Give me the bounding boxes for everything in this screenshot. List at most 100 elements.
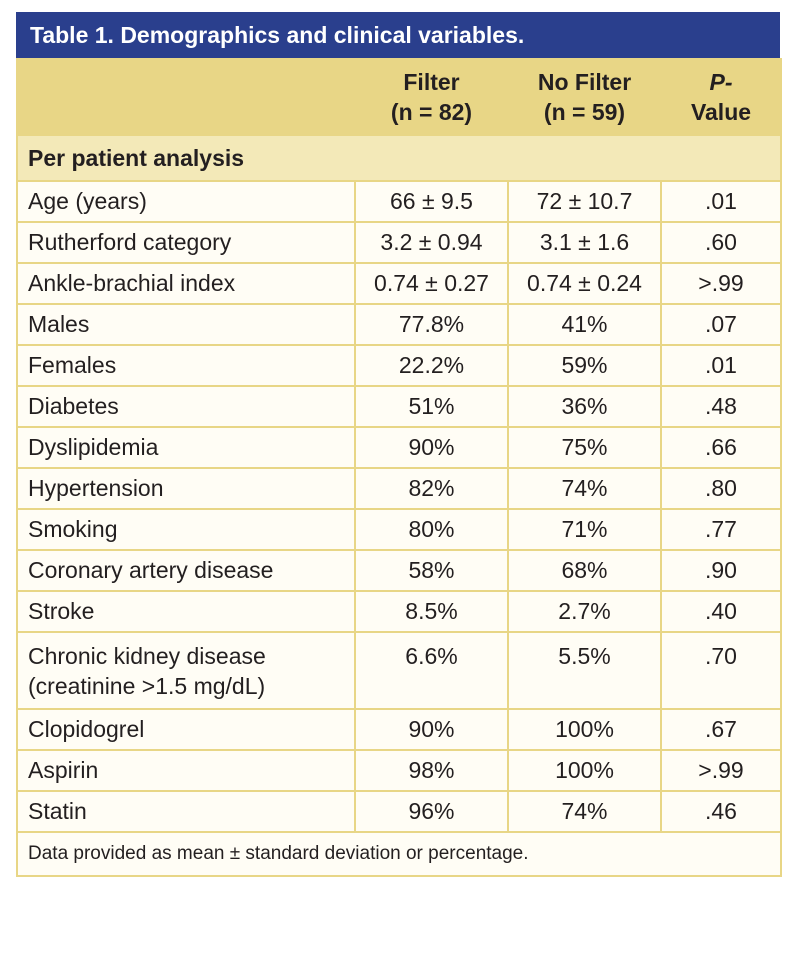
data-row: Hypertension 82% 74% .80 [16,467,782,510]
cell: 98% [354,749,509,792]
cell: .48 [660,385,782,428]
row-label-line: Females [28,352,117,378]
cell: 58% [354,549,509,592]
cell: 51% [354,385,509,428]
cell: 77.8% [354,303,509,346]
header-cell: No Filter (n = 59) [507,58,662,136]
cell: >.99 [660,262,782,305]
cell: 0.74 ± 0.24 [507,262,662,305]
table-title: Table 1. Demographics and clinical varia… [16,12,780,58]
row-label: Females [16,344,356,387]
row-label-line: Aspirin [28,757,99,783]
row-label-line: Males [28,311,90,337]
cell: 80% [354,508,509,551]
header-line: Filter [403,69,460,95]
row-label: Ankle-brachial index [16,262,356,305]
row-label-line: Stroke [28,598,95,624]
cell: 100% [507,749,662,792]
row-label: Age (years) [16,180,356,223]
table-container: Table 1. Demographics and clinical varia… [16,12,782,877]
data-row: Clopidogrel 90% 100% .67 [16,708,782,751]
footnote-row: Data provided as mean ± standard deviati… [16,831,782,877]
header-cell: Filter (n = 82) [354,58,509,136]
row-label: Statin [16,790,356,833]
cell: 75% [507,426,662,469]
cell: .46 [660,790,782,833]
section-row: Per patient analysis [16,134,782,182]
row-label: Smoking [16,508,356,551]
row-label: Males [16,303,356,346]
cell: 5.5% [507,631,662,710]
cell: .80 [660,467,782,510]
data-table: Filter (n = 82) No Filter (n = 59) P- Value Pe… [16,58,782,877]
row-label-line: Diabetes [28,393,119,419]
data-row: Age (years) 66 ± 9.5 72 ± 10.7.01 [16,180,782,223]
cell: .01 [660,344,782,387]
row-label: Stroke [16,590,356,633]
cell: 8.5% [354,590,509,633]
data-row: Statin 96% 74% .46 [16,790,782,833]
data-row: Smoking 80% 71% .77 [16,508,782,551]
row-label-line: Clopidogrel [28,716,145,742]
cell: .77 [660,508,782,551]
header-line: P- [709,69,733,95]
row-label-line: Chronic kidney disease [28,643,266,669]
row-label-line: Hypertension [28,475,164,501]
cell: 74% [507,790,662,833]
cell: 3.1 ± 1.6 [507,221,662,264]
cell: .90 [660,549,782,592]
data-row: Dyslipidemia 90% 75% .66 [16,426,782,469]
cell: 68% [507,549,662,592]
row-label: Rutherford category [16,221,356,264]
cell: 72 ± 10.7 [507,180,662,223]
cell: .40 [660,590,782,633]
row-label-line: Smoking [28,516,118,542]
cell: .07 [660,303,782,346]
data-row: Aspirin 98% 100% >.99 [16,749,782,792]
row-label-line: Age (years) [28,188,147,214]
cell: 74% [507,467,662,510]
cell: .60 [660,221,782,264]
data-row: Ankle-brachial index 0.74 ± 0.27 0.74 ± 0.… [16,262,782,305]
data-row: Diabetes 51% 36% .48 [16,385,782,428]
header-line: (n = 59) [543,99,626,125]
row-label-line: Rutherford category [28,229,232,255]
cell: 3.2 ± 0.94 [354,221,509,264]
cell: 100% [507,708,662,751]
cell: 96% [354,790,509,833]
row-label-line: (creatinine >1.5 mg/dL) [28,673,266,699]
footnote: Data provided as mean ± standard deviati… [16,831,782,877]
header-line: Value [690,99,752,125]
section-label: Per patient analysis [16,134,782,182]
cell: 0.74 ± 0.27 [354,262,509,305]
cell: .01 [660,180,782,223]
data-row: Coronary artery disease 58% 68% .90 [16,549,782,592]
cell: 22.2% [354,344,509,387]
data-row: Males 77.8% 41% .07 [16,303,782,346]
header-line: No Filter [537,69,632,95]
row-label: Chronic kidney disease (creatinine >1.5 m… [16,631,356,710]
cell: .66 [660,426,782,469]
row-label: Coronary artery disease [16,549,356,592]
cell: 36% [507,385,662,428]
row-label-line: Dyslipidemia [28,434,159,460]
cell: .67 [660,708,782,751]
cell: >.99 [660,749,782,792]
header-row: Filter (n = 82) No Filter (n = 59) P- Value [16,58,782,136]
row-label-line: Ankle-brachial index [28,270,236,296]
cell: 82% [354,467,509,510]
data-row: Chronic kidney disease (creatinine >1.5 m… [16,631,782,710]
header-cell [16,58,356,136]
cell: 2.7% [507,590,662,633]
cell: .70 [660,631,782,710]
row-label: Dyslipidemia [16,426,356,469]
header-cell: P- Value [660,58,782,136]
cell: 90% [354,426,509,469]
cell: 6.6% [354,631,509,710]
cell: 41% [507,303,662,346]
row-label: Hypertension [16,467,356,510]
row-label-line: Statin [28,798,87,824]
row-label: Clopidogrel [16,708,356,751]
cell: 66 ± 9.5 [354,180,509,223]
